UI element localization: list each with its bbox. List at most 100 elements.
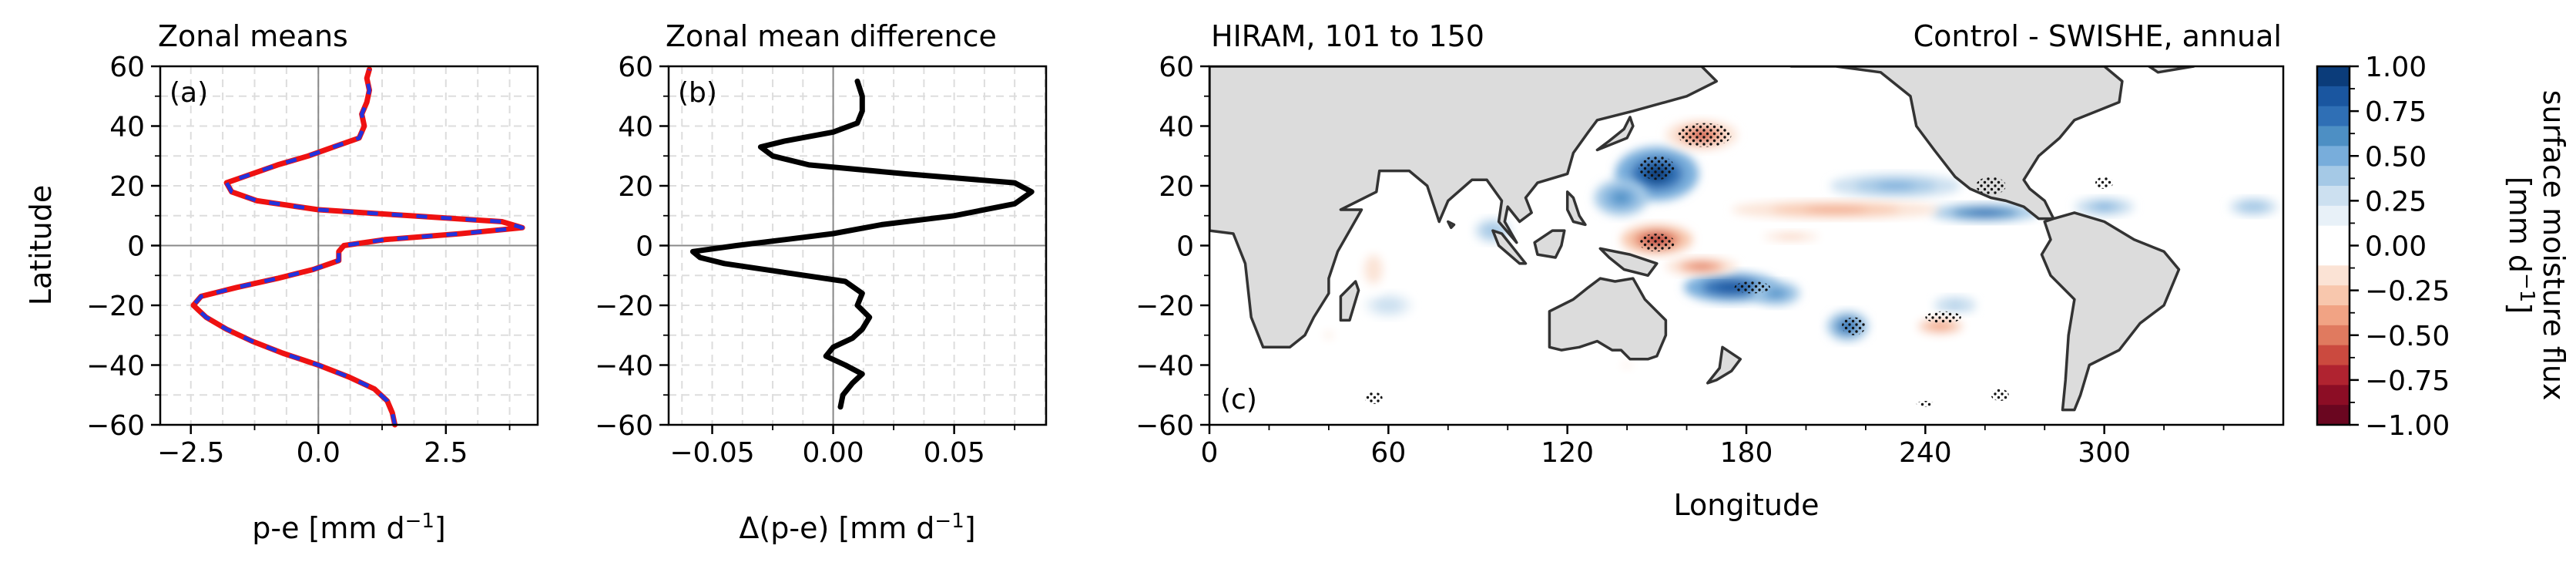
panel-a-title: Zonal means [158, 19, 348, 53]
series-line-1 [689, 78, 1035, 410]
anomaly-blob-core [1804, 207, 1867, 213]
x-tick-label: 0.05 [924, 437, 985, 469]
colorbar-tick-label: 0.50 [2365, 141, 2427, 173]
anomaly-blob-core [1381, 301, 1396, 309]
colorbar-bins [2317, 66, 2350, 426]
y-tick-label: −60 [1135, 410, 1194, 442]
panel-b-label: (b) [678, 77, 717, 109]
colorbar-bin [2317, 285, 2350, 306]
colorbar-bin [2317, 146, 2350, 167]
colorbar-bin [2317, 86, 2350, 107]
anomaly-blob-core [1929, 322, 1951, 330]
anomaly-blob-core [1622, 363, 1633, 367]
colorbar-bin [2317, 305, 2350, 326]
x-tick-label: 120 [1541, 437, 1594, 469]
panel-b-title: Zonal mean difference [666, 19, 997, 53]
colorbar-label-units-end: ] [2503, 302, 2537, 314]
land-north-america [1789, 66, 2124, 221]
colorbar-bin [2317, 325, 2350, 346]
anomaly-blob [1746, 231, 1836, 243]
colorbar-bin [2317, 265, 2350, 286]
anomaly-blob-core [2095, 204, 2114, 210]
panel-a-xlabel: p-e [mm d−1] [252, 510, 446, 545]
anomaly-blob-core [1612, 192, 1629, 204]
land-sri-lanka [1447, 220, 1456, 230]
panel-b-xlabel-text: Δ(p-e) [mm d [739, 511, 934, 545]
panel-c-y-ticks: −60 −40 −20 0 20 40 60 [1135, 52, 1209, 442]
panel-c-title-right: Control - SWISHE, annual [1914, 19, 2282, 53]
significance-stipple [1841, 317, 1866, 335]
colorbar-ticks: 1.00 0.75 0.50 0.25 0.00 −0.25 −0.50 −0.75 −1.00 [2350, 52, 2450, 442]
anomaly-blob [1358, 245, 1389, 294]
colorbar-bin [2317, 106, 2350, 127]
x-tick-label: 2.5 [424, 437, 468, 469]
land-australia [1548, 277, 1668, 361]
anomaly-blob [1931, 204, 2039, 222]
x-tick-label: 0 [1201, 437, 1219, 469]
colorbar-bin [2317, 365, 2350, 386]
anomaly-blob-core [1948, 302, 1962, 308]
y-tick-label: 0 [636, 231, 653, 263]
anomaly-blob [1665, 258, 1738, 276]
land-sumatra [1491, 229, 1528, 265]
y-tick-label: 20 [618, 171, 653, 203]
y-tick-label: −40 [1135, 351, 1194, 382]
colorbar-tick-label: 0.00 [2365, 231, 2427, 263]
colorbar-tick-label: −0.50 [2365, 321, 2450, 352]
colorbar-bin [2317, 66, 2350, 87]
significance-stipple [1991, 389, 2009, 401]
panel-a-label: (a) [169, 77, 208, 109]
land-south-america [2040, 211, 2181, 412]
colorbar-bin [2317, 186, 2350, 207]
y-tick-label: −20 [86, 291, 145, 322]
significance-stipple [1925, 311, 1961, 324]
anomaly-blob [1934, 296, 1977, 315]
land-madagascar [1339, 280, 1360, 322]
colorbar-label: surface moisture flux [2537, 90, 2571, 401]
y-tick-label: −40 [595, 351, 653, 382]
x-tick-label: 0.0 [297, 437, 340, 469]
x-tick-label: 60 [1370, 437, 1406, 469]
y-tick-label: 40 [618, 112, 653, 143]
panel-b-xlabel: Δ(p-e) [mm d−1] [739, 510, 975, 545]
significance-stipple [1639, 234, 1675, 252]
land-eurasia-africa [1209, 66, 1719, 349]
panel-c-land [1209, 66, 2195, 412]
colorbar-bin [2317, 405, 2350, 426]
x-tick-label: 240 [1899, 437, 1952, 469]
land-greenland [2148, 66, 2195, 74]
anomaly-blob [1608, 359, 1645, 372]
land-philippines [1565, 190, 1587, 227]
panel-a-xlabel-sup: −1 [405, 510, 434, 533]
panel-b-xlabel-end: ] [964, 511, 976, 545]
colorbar-label-units: [mm d−1] [2503, 177, 2538, 314]
colorbar-bin [2317, 205, 2350, 227]
colorbar-tick-label: 1.00 [2365, 52, 2427, 83]
significance-stipple [1916, 401, 1934, 407]
anomaly-blob-core [2246, 204, 2261, 210]
land-japan [1595, 116, 1635, 152]
panel-a-xlabel-end: ] [434, 511, 446, 545]
anomaly-blob-core [1690, 264, 1712, 270]
y-tick-label: −20 [595, 291, 653, 322]
colorbar-label-units-text: [mm d [2503, 177, 2537, 273]
panel-a-x-ticks: −2.5 0.0 2.5 [157, 425, 511, 469]
x-tick-label: 0.00 [803, 437, 864, 469]
y-tick-label: 0 [1176, 231, 1194, 263]
colorbar-bin [2317, 345, 2350, 366]
y-tick-label: 40 [109, 112, 145, 143]
significance-stipple [1639, 156, 1675, 180]
colorbar-bin [2317, 245, 2350, 266]
panel-b-y-ticks: −60 −40 −20 0 20 40 60 [595, 52, 669, 442]
significance-stipple [1364, 392, 1383, 404]
y-tick-label: −40 [86, 351, 145, 382]
x-tick-label: 300 [2078, 437, 2131, 469]
x-tick-label: −0.05 [669, 437, 754, 469]
panel-a-y-ticks: −60 −40 −20 0 20 40 60 [86, 52, 160, 442]
y-tick-label: −60 [595, 410, 653, 442]
land-new-zealand [1706, 345, 1742, 385]
x-tick-label: −2.5 [157, 437, 224, 469]
anomaly-blob [2229, 197, 2278, 216]
land-borneo [1533, 229, 1566, 259]
